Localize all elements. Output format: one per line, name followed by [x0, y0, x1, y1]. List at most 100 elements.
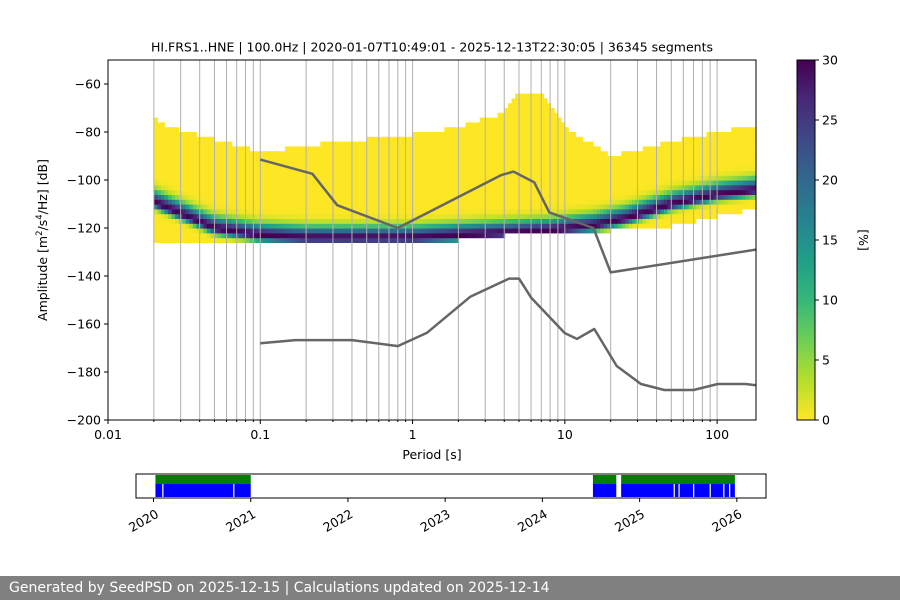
- heatmap-cell: [578, 151, 584, 157]
- heatmap-cell: [454, 184, 460, 191]
- heatmap-cell: [323, 237, 328, 243]
- heatmap-cell: [430, 218, 435, 224]
- heatmap-cell: [508, 108, 513, 114]
- heatmap-cell: [182, 184, 187, 191]
- heatmap-cell: [500, 218, 506, 224]
- heatmap-cell: [359, 218, 364, 224]
- heatmap-cell: [168, 132, 173, 138]
- heatmap-cell: [426, 218, 431, 224]
- heatmap-cell: [504, 204, 509, 210]
- heatmap-cell: [408, 232, 414, 239]
- heatmap-cell: [384, 184, 389, 191]
- heatmap-cell: [575, 146, 580, 152]
- heatmap-cell: [394, 213, 399, 219]
- heatmap-cell: [398, 156, 403, 162]
- heatmap-cell: [316, 151, 321, 157]
- heatmap-cell: [274, 232, 279, 239]
- heatmap-cell: [249, 218, 254, 224]
- heatmap-cell: [334, 194, 339, 200]
- heatmap-cell: [334, 184, 339, 191]
- heatmap-cell: [451, 170, 456, 176]
- heatmap-cell: [575, 156, 580, 162]
- heatmap-cell: [600, 199, 605, 205]
- heatmap-cell: [362, 208, 367, 215]
- heatmap-cell: [717, 170, 722, 176]
- heatmap-cell: [557, 117, 562, 123]
- heatmap-cell: [267, 228, 272, 234]
- heatmap-cell: [699, 165, 704, 171]
- heatmap-cell: [458, 184, 463, 191]
- heatmap-cell: [458, 141, 463, 147]
- heatmap-cell: [539, 108, 545, 114]
- heatmap-cell: [338, 180, 343, 186]
- heatmap-cell: [653, 146, 658, 152]
- heatmap-cell: [164, 189, 169, 195]
- heatmap-cell: [203, 218, 208, 224]
- heatmap-cell: [734, 132, 739, 138]
- heatmap-cell: [221, 189, 226, 195]
- heatmap-cell: [338, 223, 343, 229]
- heatmap-cell: [214, 228, 219, 234]
- heatmap-cell: [355, 146, 360, 152]
- heatmap-cell: [214, 208, 219, 215]
- heatmap-cell: [359, 237, 364, 243]
- heatmap-cell: [617, 165, 622, 171]
- heatmap-cell: [401, 170, 406, 176]
- heatmap-cell: [727, 199, 732, 205]
- heatmap-cell: [426, 223, 431, 229]
- heatmap-cell: [486, 175, 491, 181]
- heatmap-cell: [245, 151, 251, 157]
- heatmap-cell: [338, 189, 343, 195]
- heatmap-cell: [352, 194, 357, 200]
- heatmap-cell: [702, 160, 708, 167]
- heatmap-cell: [164, 156, 169, 162]
- heatmap-cell: [323, 156, 328, 162]
- heatmap-cell: [430, 151, 435, 157]
- heatmap-cell: [738, 127, 743, 133]
- heatmap-cell: [284, 204, 290, 210]
- heatmap-cell: [242, 151, 247, 157]
- heatmap-cell: [199, 146, 205, 152]
- heatmap-cell: [185, 189, 190, 195]
- heatmap-cell: [426, 213, 431, 219]
- heatmap-cell: [596, 228, 601, 234]
- heatmap-cell: [182, 199, 187, 205]
- heatmap-cell: [674, 218, 679, 224]
- heatmap-cell: [500, 189, 506, 195]
- heatmap-cell: [352, 204, 357, 210]
- heatmap-cell: [624, 180, 630, 186]
- heatmap-cell: [408, 156, 414, 162]
- heatmap-cell: [614, 180, 619, 186]
- heatmap-cell: [663, 199, 669, 205]
- heatmap-cell: [578, 170, 584, 176]
- heatmap-cell: [614, 204, 619, 210]
- heatmap-cell: [490, 228, 495, 234]
- heatmap-cell: [256, 218, 261, 224]
- heatmap-cell: [748, 160, 754, 167]
- heatmap-cell: [327, 232, 332, 239]
- heatmap-cell: [245, 208, 251, 215]
- heatmap-cell: [423, 146, 428, 152]
- heatmap-cell: [476, 213, 481, 219]
- heatmap-cell: [274, 151, 279, 157]
- heatmap-cell: [695, 208, 700, 215]
- heatmap-cell: [291, 180, 297, 186]
- timeline-tick-label: 2022: [320, 506, 355, 535]
- heatmap-cell: [607, 208, 612, 215]
- heatmap-cell: [504, 160, 509, 167]
- heatmap-cell: [536, 165, 541, 171]
- heatmap-cell: [267, 204, 272, 210]
- heatmap-cell: [713, 170, 718, 176]
- heatmap-cell: [369, 194, 375, 200]
- heatmap-cell: [550, 208, 555, 215]
- heatmap-cell: [373, 199, 378, 205]
- heatmap-cell: [419, 194, 424, 200]
- heatmap-cell: [550, 213, 555, 219]
- heatmap-cell: [670, 208, 676, 215]
- heatmap-cell: [263, 151, 268, 157]
- heatmap-cell: [458, 151, 463, 157]
- heatmap-cell: [437, 184, 442, 191]
- heatmap-cell: [508, 156, 513, 162]
- heatmap-cell: [607, 199, 612, 205]
- heatmap-cell: [217, 146, 222, 152]
